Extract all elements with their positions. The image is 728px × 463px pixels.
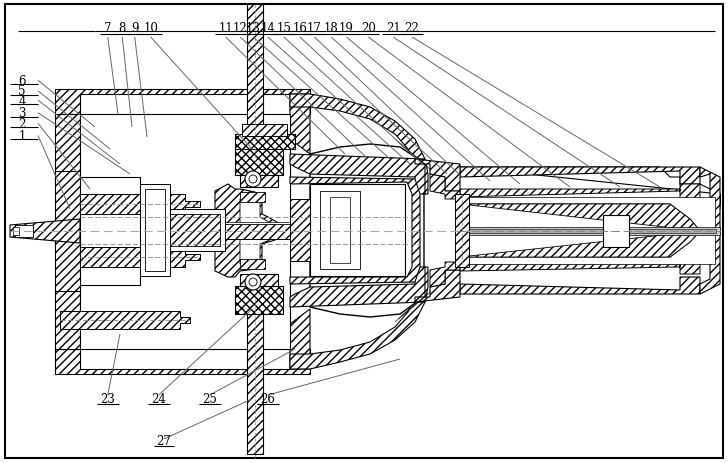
Polygon shape bbox=[290, 268, 428, 369]
Bar bbox=[330, 198, 350, 263]
Bar bbox=[235, 287, 283, 314]
Text: 20: 20 bbox=[361, 21, 376, 34]
Text: 23: 23 bbox=[100, 393, 115, 406]
Text: 26: 26 bbox=[261, 393, 275, 406]
Polygon shape bbox=[10, 219, 80, 244]
Polygon shape bbox=[460, 185, 700, 200]
Polygon shape bbox=[290, 155, 425, 194]
Polygon shape bbox=[460, 205, 700, 257]
Polygon shape bbox=[430, 263, 460, 288]
Bar bbox=[140, 185, 170, 276]
Polygon shape bbox=[290, 268, 425, 307]
Polygon shape bbox=[80, 194, 200, 214]
Text: 27: 27 bbox=[157, 435, 171, 448]
Bar bbox=[235, 148, 283, 175]
Polygon shape bbox=[460, 205, 700, 232]
Text: 15: 15 bbox=[277, 21, 291, 34]
Polygon shape bbox=[460, 277, 700, 294]
Bar bbox=[460, 227, 720, 236]
Bar bbox=[165, 210, 225, 251]
Polygon shape bbox=[700, 168, 720, 294]
Text: 22: 22 bbox=[405, 21, 419, 34]
Text: 21: 21 bbox=[386, 21, 400, 34]
Bar bbox=[460, 198, 715, 264]
Bar bbox=[310, 205, 330, 257]
Text: 5: 5 bbox=[18, 85, 25, 98]
Bar bbox=[320, 210, 335, 251]
Circle shape bbox=[245, 275, 261, 290]
Bar bbox=[455, 194, 469, 268]
Bar bbox=[310, 185, 405, 276]
Text: 2: 2 bbox=[18, 118, 25, 131]
Circle shape bbox=[249, 175, 257, 184]
Polygon shape bbox=[290, 178, 420, 284]
Polygon shape bbox=[290, 309, 310, 369]
Polygon shape bbox=[460, 168, 720, 210]
Bar bbox=[13, 227, 19, 236]
Polygon shape bbox=[55, 349, 310, 374]
Text: 3: 3 bbox=[18, 107, 25, 120]
Bar bbox=[80, 178, 140, 285]
Bar bbox=[242, 125, 287, 137]
Text: 25: 25 bbox=[202, 393, 217, 406]
Bar bbox=[240, 259, 265, 269]
Polygon shape bbox=[460, 168, 700, 185]
Text: 24: 24 bbox=[151, 393, 166, 406]
Bar bbox=[240, 275, 278, 287]
Bar bbox=[15, 225, 33, 238]
Bar bbox=[240, 175, 278, 188]
Bar bbox=[460, 230, 716, 233]
Bar bbox=[235, 135, 295, 150]
Bar bbox=[215, 223, 295, 225]
Text: 13: 13 bbox=[246, 21, 261, 34]
Polygon shape bbox=[60, 311, 190, 329]
Text: 1: 1 bbox=[18, 130, 25, 143]
Text: 12: 12 bbox=[233, 21, 248, 34]
Text: 11: 11 bbox=[218, 21, 233, 34]
Bar bbox=[80, 115, 290, 349]
Polygon shape bbox=[460, 232, 700, 257]
Bar bbox=[145, 189, 165, 271]
Polygon shape bbox=[240, 198, 278, 264]
Circle shape bbox=[249, 278, 257, 287]
Bar bbox=[320, 192, 360, 269]
Bar bbox=[240, 193, 265, 202]
Polygon shape bbox=[55, 115, 80, 349]
Text: 19: 19 bbox=[339, 21, 354, 34]
Polygon shape bbox=[310, 144, 424, 317]
Text: 7: 7 bbox=[104, 21, 111, 34]
Text: 17: 17 bbox=[307, 21, 322, 34]
Circle shape bbox=[245, 172, 261, 188]
Polygon shape bbox=[215, 185, 285, 277]
Polygon shape bbox=[460, 259, 700, 275]
Polygon shape bbox=[80, 247, 200, 268]
Bar bbox=[290, 200, 320, 262]
Polygon shape bbox=[55, 172, 80, 291]
Polygon shape bbox=[55, 90, 310, 115]
Polygon shape bbox=[415, 270, 460, 302]
Text: 6: 6 bbox=[18, 75, 25, 88]
Bar bbox=[605, 218, 627, 245]
Bar bbox=[215, 225, 295, 239]
Bar bbox=[603, 216, 629, 247]
Text: 16: 16 bbox=[293, 21, 307, 34]
Polygon shape bbox=[290, 95, 428, 194]
Bar bbox=[247, 5, 263, 165]
Text: 18: 18 bbox=[324, 21, 339, 34]
Polygon shape bbox=[430, 175, 460, 200]
Text: 4: 4 bbox=[18, 94, 25, 107]
Text: 14: 14 bbox=[261, 21, 275, 34]
Bar bbox=[170, 214, 220, 246]
Polygon shape bbox=[290, 95, 310, 155]
Text: 10: 10 bbox=[143, 21, 158, 34]
Polygon shape bbox=[415, 160, 460, 192]
Text: 8: 8 bbox=[119, 21, 126, 34]
Bar bbox=[247, 300, 263, 454]
Text: 9: 9 bbox=[131, 21, 138, 34]
